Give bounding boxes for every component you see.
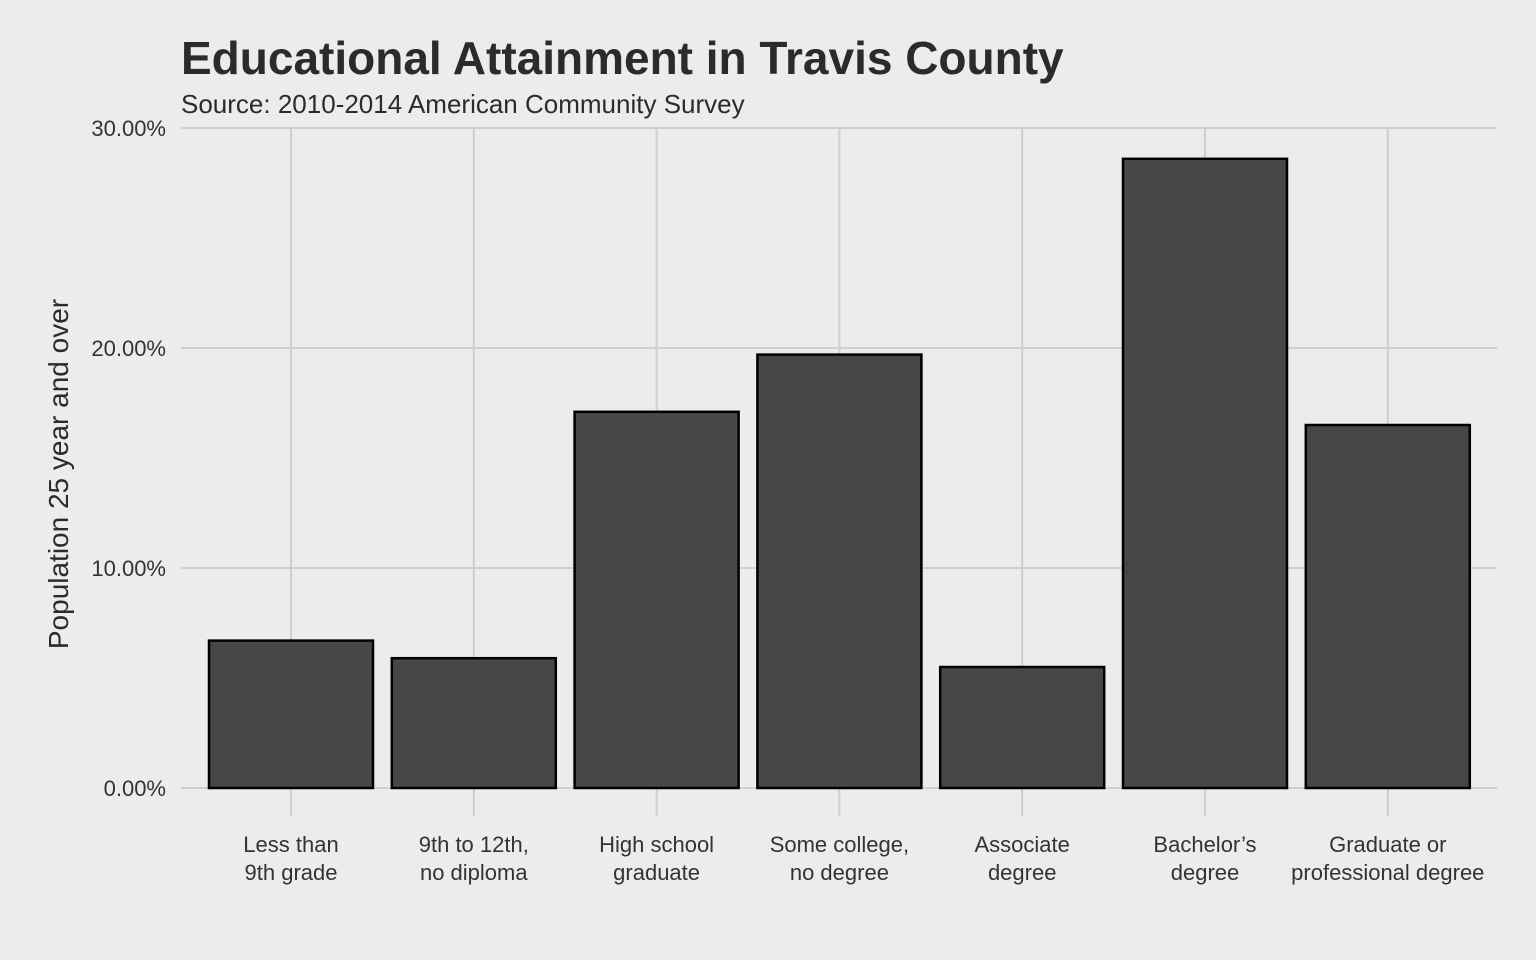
bar bbox=[1121, 157, 1289, 790]
chart-title: Educational Attainment in Travis County bbox=[181, 32, 1064, 84]
x-tick-label: Bachelor’s degree bbox=[1153, 832, 1256, 885]
x-tick-label: High school graduate bbox=[599, 832, 714, 885]
x-tick-label: Graduate or professional degree bbox=[1291, 832, 1484, 885]
bar bbox=[756, 353, 923, 790]
x-tick-label: Associate degree bbox=[975, 832, 1070, 885]
x-tick-label: 9th to 12th, no diploma bbox=[419, 832, 529, 885]
y-tick-labels: 0.00% 10.00% 20.00% 30.00% bbox=[91, 116, 166, 801]
y-tick-label: 20.00% bbox=[91, 336, 166, 361]
bar bbox=[390, 656, 558, 790]
x-tick-labels: Less than 9th grade 9th to 12th, no diploma… bbox=[243, 832, 1484, 885]
y-tick-label: 30.00% bbox=[91, 116, 166, 141]
bar bbox=[573, 410, 740, 790]
bar bbox=[1304, 423, 1472, 790]
bar bbox=[938, 665, 1106, 790]
x-tick-label: Less than 9th grade bbox=[243, 832, 338, 885]
y-axis-label: Population 25 year and over bbox=[43, 299, 74, 649]
y-tick-label: 0.00% bbox=[104, 776, 166, 801]
x-tick-label: Some college, no degree bbox=[770, 832, 909, 885]
y-tick-label: 10.00% bbox=[91, 556, 166, 581]
chart-subtitle: Source: 2010-2014 American Community Sur… bbox=[181, 89, 745, 119]
bar bbox=[207, 639, 375, 790]
bars bbox=[207, 157, 1472, 790]
